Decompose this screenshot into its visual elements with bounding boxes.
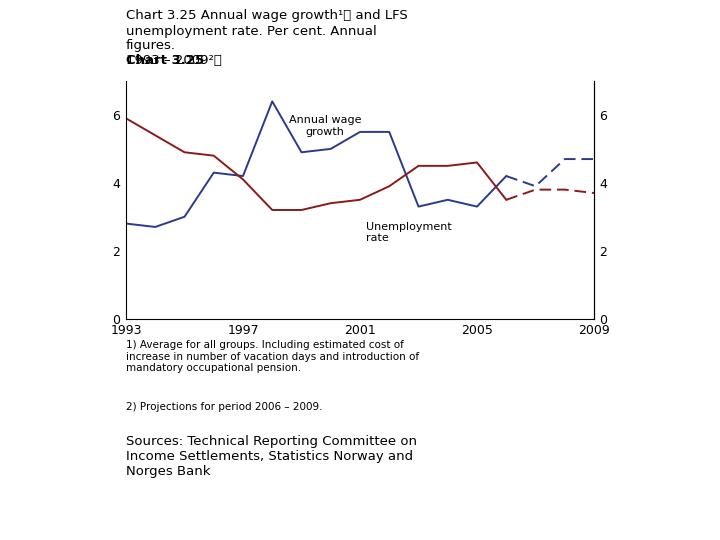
- Text: Annual wage
growth: Annual wage growth: [289, 116, 361, 137]
- Text: Chart 3.25 Annual wage growth¹⧸ and LFS
unemployment rate. Per cent. Annual
figu: Chart 3.25 Annual wage growth¹⧸ and LFS …: [126, 10, 408, 68]
- Text: Sources: Technical Reporting Committee on
Income Settlements, Statistics Norway : Sources: Technical Reporting Committee o…: [126, 435, 417, 478]
- Text: Unemployment
rate: Unemployment rate: [366, 222, 451, 244]
- Text: Chart 3.25: Chart 3.25: [126, 55, 204, 68]
- Text: 2) Projections for period 2006 – 2009.: 2) Projections for period 2006 – 2009.: [126, 402, 323, 413]
- Text: 1) Average for all groups. Including estimated cost of
increase in number of vac: 1) Average for all groups. Including est…: [126, 340, 419, 373]
